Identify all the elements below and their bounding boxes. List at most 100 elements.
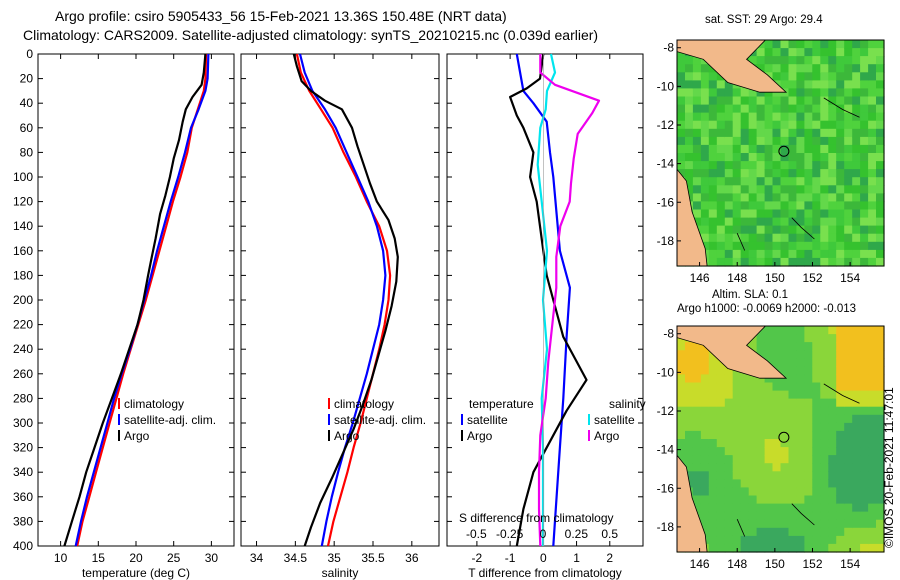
map-cell	[860, 112, 869, 122]
map-cell	[724, 209, 734, 219]
map-cell	[780, 487, 790, 497]
map-cell	[796, 201, 805, 211]
map-cell	[756, 225, 766, 235]
map-cell	[804, 217, 813, 227]
map-cell	[732, 479, 742, 489]
map-cell	[716, 120, 726, 130]
map-cell	[836, 326, 845, 335]
map-cell	[764, 185, 774, 194]
map-cell	[692, 88, 702, 98]
map-cell	[780, 40, 790, 49]
map-cell	[780, 225, 790, 235]
map-cell	[732, 201, 742, 211]
map-cell	[836, 217, 845, 227]
map-cell	[804, 519, 813, 529]
map-cell	[828, 153, 837, 162]
map-cell	[716, 366, 726, 376]
x-tick-label: 34.5	[284, 551, 308, 565]
map-cell	[732, 144, 742, 154]
map-cell	[716, 104, 726, 114]
map-cell	[836, 455, 845, 464]
difference-xlabel-top: S difference from climatology	[459, 511, 614, 525]
map-cell	[804, 406, 813, 416]
reef-outline	[823, 383, 860, 404]
map-cell	[788, 495, 798, 505]
map-cell	[772, 209, 782, 219]
series-temperature-satellite	[515, 53, 572, 547]
map-cell	[868, 169, 877, 178]
map-cell	[700, 447, 710, 456]
map-cell	[852, 447, 861, 456]
map-cell	[860, 487, 869, 497]
map-cell	[788, 72, 798, 81]
map-cell	[876, 543, 885, 553]
x-tick-label: 2	[606, 551, 613, 565]
map-cell	[868, 249, 877, 259]
map-cell	[748, 185, 758, 194]
x-tick-label: 0	[540, 551, 547, 565]
map-cell	[764, 257, 774, 267]
map-cell	[748, 257, 758, 267]
map-cell	[796, 358, 805, 367]
map-cell	[780, 326, 790, 335]
map-cell	[868, 398, 877, 408]
map-cell	[836, 350, 845, 359]
map-cell	[796, 511, 805, 521]
map-cell	[812, 96, 821, 106]
map-cell	[700, 153, 710, 162]
map-cell	[716, 479, 726, 489]
x-tick-label: 35	[327, 551, 341, 565]
map-cell	[820, 414, 829, 424]
map-cell	[852, 48, 861, 57]
map-cell	[756, 104, 766, 114]
map-cell	[796, 463, 805, 472]
map-cell	[740, 185, 750, 194]
sst_map: -8 -10 -12 -14 -16 -18 146 148 150 152 154	[657, 39, 885, 285]
y-tick-label: 340	[13, 465, 33, 479]
map-cell	[820, 40, 829, 49]
map-cell	[804, 96, 813, 106]
map-cell	[820, 136, 829, 146]
map-cell	[876, 422, 885, 432]
map-cell	[788, 249, 798, 259]
map-cell	[788, 153, 798, 162]
map-y-tick-label: -16	[657, 195, 675, 209]
map-cell	[844, 463, 853, 472]
map-cell	[812, 88, 821, 98]
map-cell	[708, 519, 718, 529]
map-cell	[780, 201, 790, 211]
map-cell	[828, 249, 837, 259]
map-cell	[740, 112, 750, 122]
map-cell	[836, 104, 845, 114]
map-cell	[700, 144, 710, 154]
map-cell	[724, 406, 734, 416]
map-cell	[812, 120, 821, 130]
map-cell	[788, 511, 798, 521]
map-cell	[708, 104, 718, 114]
map-cell	[700, 88, 710, 98]
map-cell	[772, 169, 782, 178]
map-cell	[844, 112, 853, 122]
map-cell	[836, 422, 845, 432]
map-cell	[852, 169, 861, 178]
map-cell	[804, 463, 813, 472]
map-cell	[716, 96, 726, 106]
map-cell	[796, 249, 805, 259]
map-cell	[780, 249, 790, 259]
map-cell	[772, 104, 782, 114]
map-cell	[700, 112, 710, 122]
map-cell	[868, 120, 877, 130]
map-cell	[828, 80, 837, 90]
map-cell	[844, 471, 853, 480]
map-cell	[812, 64, 821, 73]
map-cell	[812, 225, 821, 235]
map-cell	[788, 543, 798, 553]
y-tick-label: 140	[13, 219, 33, 233]
argo-float-marker	[778, 431, 790, 443]
land-papua-new-guinea	[676, 39, 788, 93]
map-cell	[820, 56, 829, 65]
map-cell	[756, 535, 766, 545]
map-cell	[812, 511, 821, 521]
map-cell	[788, 487, 798, 497]
map-cell	[836, 463, 845, 472]
